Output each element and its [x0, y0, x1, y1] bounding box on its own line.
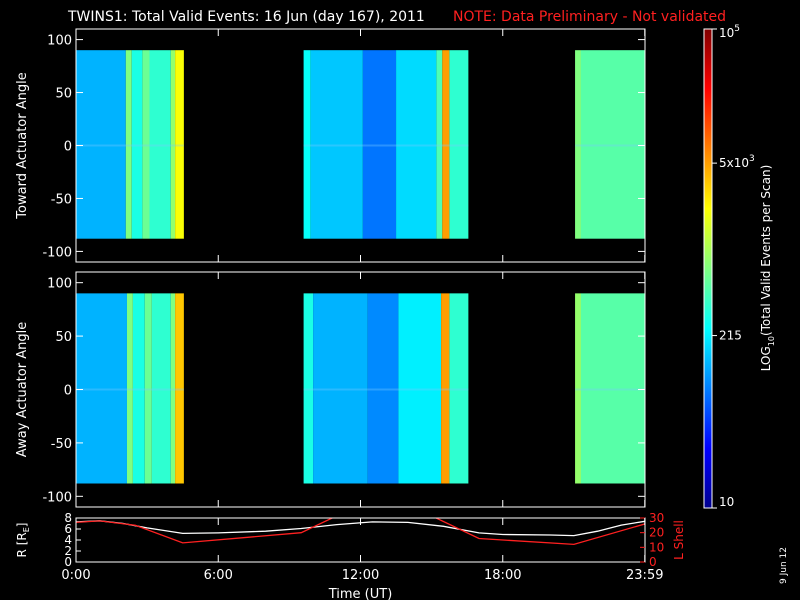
data-block-0 [76, 293, 184, 484]
heatmap-stripe [132, 293, 145, 484]
data-block-1 [303, 293, 469, 484]
xtick-label-3: 18:00 [484, 568, 521, 583]
data-block-0 [76, 50, 184, 239]
ytick-label-1-4: -100 [42, 490, 72, 505]
heatmap-stripe [170, 50, 176, 239]
x-axis-label: Time (UT) [328, 587, 393, 600]
date-stamp: 9 Jun 12 [779, 547, 789, 584]
orbit-rtick-label-3: 0 [649, 555, 657, 569]
orbit-y-label-main: R [R [15, 532, 29, 557]
lshell-y-label: L Shell [672, 520, 686, 560]
orbit-y-label-sub: E [22, 527, 31, 532]
xtick-label-1: 6:00 [204, 568, 233, 583]
ytick-label-1-3: -50 [51, 437, 72, 452]
heatmap-stripe [398, 293, 442, 484]
heatmap-stripe [442, 50, 450, 239]
heatmap-stripe [126, 293, 133, 484]
ytick-label-1-1: 50 [55, 330, 72, 345]
heatmap-stripe [170, 293, 176, 484]
ytick-label-0-4: -100 [42, 245, 72, 260]
y-axis-label-0: Toward Actuator Angle [15, 72, 30, 219]
data-block-2 [575, 293, 645, 484]
orbit-ytick-label-2: 4 [64, 533, 72, 547]
lshell-series-line [76, 518, 334, 544]
colorbar-tick-label-1: 5x103 [719, 154, 755, 170]
toward-angle-panel: 100 50 0 -50 -100 Toward Actuator Angle [15, 28, 646, 263]
colorbar-gradient [703, 28, 713, 509]
heatmap-stripe [125, 50, 132, 239]
orbit-ytick-label-4: 0 [64, 555, 72, 569]
orbit-rtick-label-2: 10 [649, 540, 664, 554]
colorbar-tick-exp: 3 [749, 154, 755, 164]
colorbar-tick-exp: 5 [734, 24, 740, 34]
orbit-y-label-end: ] [15, 523, 29, 528]
ytick-label-0-3: -50 [51, 192, 72, 207]
heatmap-stripe [303, 50, 311, 239]
ytick-label-0-1: 50 [55, 87, 72, 102]
heatmap-stripe [436, 50, 443, 239]
r-series-line [76, 520, 645, 537]
heatmap-stripe [441, 293, 450, 484]
orbit-y-label: R [RE] [15, 523, 31, 558]
away-angle-panel: 100 50 0 -50 -100 Away Actuator Angle [15, 271, 646, 508]
y-axis-label-1: Away Actuator Angle [15, 322, 30, 457]
heatmap-stripe [144, 293, 152, 484]
colorbar-label-pre: LOG [759, 346, 773, 371]
heatmap-stripe [175, 50, 184, 239]
orbit-ytick-label-0: 8 [64, 511, 72, 525]
heatmap-stripe [449, 293, 469, 484]
chart-note: NOTE: Data Preliminary - Not validated [453, 9, 726, 25]
orbit-ytick-label-1: 6 [64, 522, 72, 536]
heatmap-stripe [367, 293, 399, 484]
orbit-lines [76, 518, 645, 546]
heatmap-stripe [303, 293, 314, 484]
heatmap-stripe [580, 50, 645, 239]
orbit-rtick-label-1: 20 [649, 526, 664, 540]
ytick-label-1-2: 0 [64, 384, 72, 399]
heatmap-stripe [131, 50, 143, 239]
heatmap-stripe [149, 50, 171, 239]
orbit-ytick-label-3: 2 [64, 544, 72, 558]
heatmap-stripe [575, 293, 581, 484]
colorbar-label-sub: 10 [767, 336, 776, 346]
colorbar-tick-label-3: 10 [719, 495, 734, 509]
chart-title: TWINS1: Total Valid Events: 16 Jun (day … [67, 9, 425, 25]
heatmap-stripe [142, 50, 150, 239]
colorbar-tick-label-2: 215 [719, 329, 742, 343]
colorbar-label: LOG10(Total Valid Events per Scan) [759, 165, 776, 372]
heatmap-stripe [396, 50, 437, 239]
xtick-label-4: 23:59 [626, 568, 663, 583]
colorbar: LOG10(Total Valid Events per Scan) 1055x… [703, 24, 776, 509]
heatmap-stripe [175, 293, 184, 484]
xtick-label-0: 0:00 [61, 568, 90, 583]
heatmap-stripe [76, 50, 126, 239]
colorbar-label-post: (Total Valid Events per Scan) [759, 165, 773, 336]
heatmap-stripe [310, 50, 363, 239]
ytick-label-0-2: 0 [64, 140, 72, 155]
xtick-label-2: 12:00 [342, 568, 379, 583]
data-block-1 [303, 50, 469, 239]
heatmap-stripe [313, 293, 368, 484]
heatmap-stripe [151, 293, 171, 484]
colorbar-tick-base: 10 [719, 26, 734, 40]
heatmap-stripe [362, 50, 397, 239]
heatmap-stripe [76, 293, 127, 484]
colorbar-tick-base: 5x10 [719, 156, 749, 170]
colorbar-tick-base: 10 [719, 495, 734, 509]
heatmap-stripe [449, 50, 469, 239]
orbit-rtick-label-0: 30 [649, 511, 664, 525]
data-block-2 [575, 50, 645, 239]
heatmap-stripe [575, 50, 581, 239]
colorbar-tick-label-0: 105 [719, 24, 740, 40]
ytick-label-0-0: 100 [47, 34, 72, 49]
colorbar-tick-base: 215 [719, 329, 742, 343]
heatmap-stripe [580, 293, 645, 484]
lshell-series-line [434, 518, 645, 546]
ytick-label-1-0: 100 [47, 277, 72, 292]
